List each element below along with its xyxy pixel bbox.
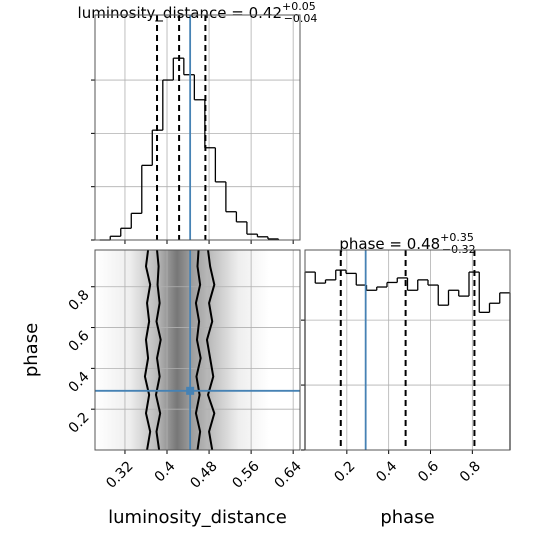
panel-frame: [94, 249, 301, 451]
x-axis-label: luminosity_distance: [108, 507, 287, 528]
y-axis-label: phase: [21, 323, 42, 377]
truth-point: [186, 386, 195, 395]
title-upper: +0.35: [440, 231, 474, 244]
contour-line: [143, 249, 152, 451]
contour-line: [154, 249, 162, 451]
panel-frame: [94, 14, 301, 241]
title-upper: +0.05: [282, 0, 316, 13]
title-main: phase = 0.48: [339, 235, 440, 253]
panel-title: phase = 0.48+0.35 −0.32: [339, 231, 475, 256]
title-main: luminosity_distance = 0.42: [78, 4, 282, 23]
contour-line: [205, 249, 216, 451]
panel-frame: [304, 249, 511, 451]
panel-title: luminosity_distance = 0.42+0.05 −0.04: [78, 0, 318, 25]
x-axis-label: phase: [380, 507, 434, 528]
title-lower: −0.04: [284, 12, 318, 25]
contour-line: [194, 249, 202, 451]
